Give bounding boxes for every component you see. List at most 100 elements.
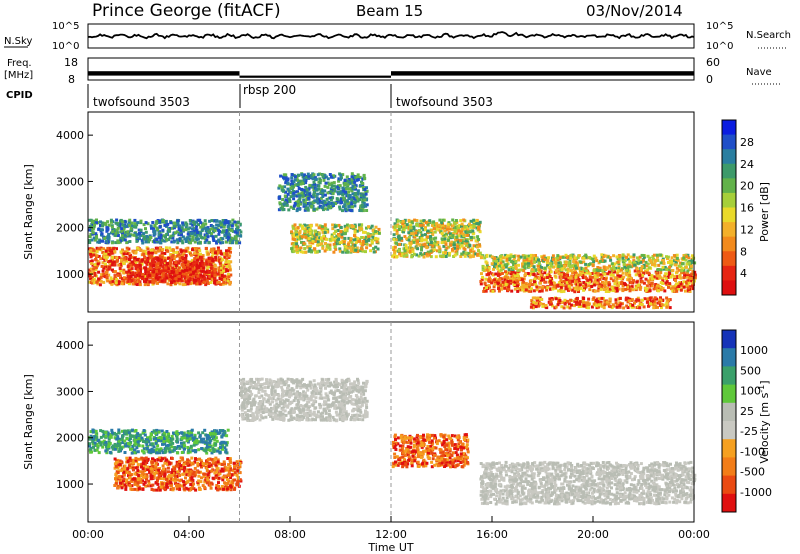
power-cell: [185, 268, 189, 272]
power-cell: [308, 203, 312, 207]
power-cell: [343, 183, 347, 187]
power-cell: [127, 269, 131, 273]
power-cell: [594, 256, 598, 260]
power-cell: [284, 190, 288, 194]
power-cell: [516, 289, 520, 293]
power-cell: [509, 279, 513, 283]
power-cell: [90, 222, 94, 226]
power-cell: [286, 192, 290, 196]
power-cell: [318, 181, 322, 185]
power-cell: [206, 235, 210, 239]
power-cell: [539, 277, 543, 281]
power-cell: [626, 257, 630, 261]
power-cell: [337, 179, 341, 183]
power-cell: [489, 254, 492, 258]
power-cell: [346, 223, 349, 227]
power-cell: [548, 278, 552, 281]
power-cell: [124, 225, 128, 228]
power-cell: [357, 223, 361, 227]
power-cell: [133, 225, 136, 229]
power-cell: [207, 252, 210, 256]
power-cell: [615, 286, 619, 290]
power-cell: [304, 194, 308, 197]
power-cell: [169, 283, 173, 287]
power-cell: [174, 231, 177, 235]
power-cell: [627, 269, 631, 273]
power-cell: [533, 277, 537, 281]
power-cell: [105, 229, 109, 233]
power-cell: [213, 278, 217, 282]
power-cell: [675, 266, 679, 270]
power-cell: [327, 246, 331, 250]
power-cell: [615, 276, 619, 280]
power-cell: [311, 239, 315, 243]
power-cell: [314, 177, 318, 181]
power-cell: [487, 266, 491, 270]
power-cell: [164, 266, 168, 270]
power-cell: [93, 263, 97, 267]
power-cell: [348, 224, 352, 228]
power-cell: [238, 222, 242, 226]
power-cell: [359, 241, 363, 245]
power-cell: [426, 250, 430, 254]
power-cell: [585, 306, 589, 309]
power-cell: [328, 247, 332, 251]
power-cell: [337, 223, 341, 227]
power-cell: [316, 231, 320, 234]
power-cell: [552, 285, 556, 289]
freq-bars: [88, 71, 694, 78]
power-cell: [213, 267, 217, 271]
power-cell: [564, 285, 568, 289]
power-cell: [164, 219, 168, 223]
power-cell: [222, 269, 225, 273]
power-cell: [303, 229, 307, 233]
power-cell: [160, 275, 164, 279]
power-cell: [285, 203, 289, 207]
power-cell: [131, 282, 135, 286]
cpid-segment-3: twofsound 3503: [396, 95, 493, 109]
power-cell: [575, 280, 579, 284]
power-cell: [468, 244, 472, 248]
power-cell: [227, 281, 231, 285]
power-cell: [104, 262, 107, 266]
power-cell: [534, 274, 538, 278]
power-cell: [522, 265, 526, 269]
power-cell: [553, 274, 557, 278]
power-cell: [392, 246, 396, 250]
power-cell: [564, 300, 568, 304]
power-cell: [603, 284, 607, 288]
power-cell: [459, 239, 462, 242]
power-cell: [327, 200, 331, 204]
power-cell: [360, 207, 364, 211]
power-cell: [452, 243, 456, 247]
power-cell: [231, 229, 235, 233]
power-cell: [187, 271, 191, 275]
power-cell: [199, 234, 203, 237]
power-cell: [146, 237, 150, 241]
power-cell: [171, 236, 175, 240]
power-cell: [616, 297, 620, 301]
power-cell: [628, 273, 632, 277]
power-cell: [199, 231, 203, 235]
power-cell: [350, 205, 354, 209]
power-cell: [498, 276, 502, 280]
power-cell: [91, 227, 95, 231]
power-cell: [172, 231, 176, 235]
power-cell: [617, 265, 621, 269]
power-cell: [142, 235, 146, 239]
power-cell: [285, 178, 288, 182]
power-cell: [523, 256, 527, 260]
power-cell: [299, 246, 303, 250]
power-cell: [539, 302, 543, 306]
power-cell: [616, 269, 620, 272]
power-cell: [89, 233, 93, 236]
power-cell: [501, 260, 505, 264]
power-cell: [90, 259, 94, 263]
power-cell: [552, 265, 556, 269]
power-cell: [637, 298, 641, 302]
power-cell: [566, 278, 570, 282]
power-cell: [93, 278, 97, 282]
power-cell: [165, 224, 169, 228]
power-cell: [577, 254, 581, 258]
power-cell: [596, 266, 600, 269]
